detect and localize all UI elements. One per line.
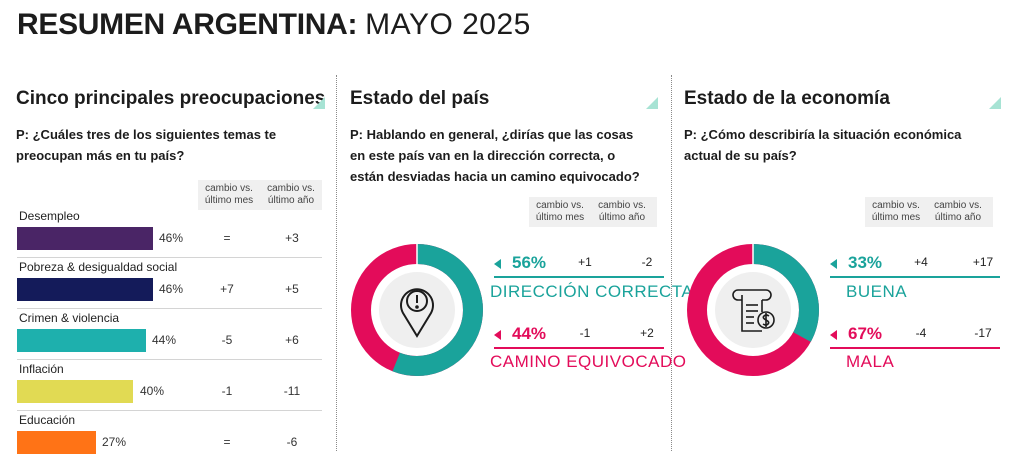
column-divider-1 — [336, 75, 337, 451]
result-value: 67% — [848, 324, 883, 343]
corner-triangle-icon — [989, 97, 1001, 109]
result-change-year: -17 — [974, 326, 992, 340]
concern-change-year: +5 — [285, 282, 299, 296]
result-underline — [494, 276, 664, 278]
change-year-header: cambio vs. último año — [267, 183, 315, 206]
concern-change-month: -1 — [221, 384, 233, 398]
concern-bar — [17, 329, 146, 352]
row-separator — [17, 410, 322, 411]
country-change-header: cambio vs. último mes cambio vs. último añ… — [529, 197, 657, 227]
change-month-header: cambio vs. último mes — [871, 200, 921, 223]
economy-title-text: Estado de la economía — [684, 88, 890, 109]
country-title-text: Estado del país — [350, 88, 490, 109]
pointer-triangle-icon — [494, 330, 501, 340]
concern-change-month: +7 — [220, 282, 234, 296]
concern-change-year: -6 — [286, 435, 298, 449]
concerns-question: P: ¿Cuáles tres de los siguientes temas … — [16, 127, 277, 163]
result-change-month: -4 — [915, 326, 927, 340]
concern-change-year: -11 — [283, 384, 301, 398]
corner-triangle-icon — [646, 97, 658, 109]
concern-pct: 27% — [102, 435, 127, 449]
concern-pct: 44% — [152, 333, 177, 347]
result-value: 44% — [512, 324, 547, 343]
concerns-title-text: Cinco principales preocupaciones — [16, 88, 326, 109]
concern-label: Crimen & violencia — [19, 311, 120, 325]
concern-change-year: +3 — [285, 231, 299, 245]
concern-bar — [17, 278, 153, 301]
page-title-main: RESUMEN ARGENTINA: — [17, 8, 358, 41]
economy-question: P: ¿Cómo describiría la situación económ… — [684, 127, 962, 163]
result-underline — [830, 347, 1000, 349]
country-result-label-correct: DIRECCIÓN CORRECTA — [490, 282, 694, 301]
map-pin-alert-icon — [400, 288, 434, 338]
page-title: RESUMEN ARGENTINA: MAYO 2025 — [17, 8, 531, 42]
corner-triangle-icon — [313, 97, 325, 109]
pointer-triangle-icon — [830, 259, 837, 269]
country-question: P: Hablando en general, ¿dirías que las … — [350, 127, 640, 184]
row-separator — [17, 308, 322, 309]
economy-panel: Estado de la economía P: ¿Cómo describir… — [684, 88, 1004, 166]
economy-donut-chart — [686, 243, 820, 377]
change-month-header: cambio vs. último mes — [535, 200, 585, 223]
country-donut-chart — [350, 243, 484, 377]
concern-row: Pobreza & desigualdad social 46% +7 +5 — [17, 260, 322, 311]
concerns-change-header: cambio vs. último mes cambio vs. último añ… — [198, 180, 322, 210]
country-title: Estado del país — [350, 88, 660, 110]
result-change-month: +4 — [914, 255, 928, 269]
concern-bar — [17, 227, 153, 250]
result-underline — [494, 347, 664, 349]
page-title-period: MAYO 2025 — [365, 8, 531, 41]
invoice-dollar-icon — [732, 289, 775, 332]
concern-change-year: +6 — [285, 333, 299, 347]
concern-pct: 46% — [159, 282, 184, 296]
change-year-header: cambio vs. último año — [598, 200, 646, 223]
column-divider-2 — [671, 75, 672, 451]
concern-change-month: -5 — [221, 333, 233, 347]
result-change-month: -1 — [579, 326, 591, 340]
concern-label: Inflación — [19, 362, 64, 376]
concern-label: Educación — [19, 413, 76, 427]
result-change-year: -2 — [641, 255, 653, 269]
concern-row: Inflación 40% -1 -11 — [17, 362, 322, 413]
pointer-triangle-icon — [494, 259, 501, 269]
concern-change-month: = — [223, 231, 231, 245]
concerns-panel: Cinco principales preocupaciones P: ¿Cuá… — [16, 88, 326, 166]
concern-bar — [17, 431, 96, 454]
concern-pct: 40% — [140, 384, 165, 398]
result-value: 56% — [512, 253, 547, 272]
row-separator — [17, 359, 322, 360]
concern-bar — [17, 380, 133, 403]
concern-row: Crimen & violencia 44% -5 +6 — [17, 311, 322, 362]
country-result-label-wrong: CAMINO EQUIVOCADO — [490, 352, 687, 371]
economy-result-label-good: BUENA — [846, 282, 908, 301]
result-value: 33% — [848, 253, 883, 272]
concern-label: Desempleo — [19, 209, 80, 223]
economy-title: Estado de la economía — [684, 88, 1004, 110]
row-separator — [17, 257, 322, 258]
concern-change-month: = — [223, 435, 231, 449]
country-panel: Estado del país P: Hablando en general, … — [350, 88, 660, 187]
economy-result-label-bad: MALA — [846, 352, 895, 371]
change-year-header: cambio vs. último año — [934, 200, 982, 223]
concerns-title: Cinco principales preocupaciones — [16, 88, 326, 110]
concern-label: Pobreza & desigualdad social — [19, 260, 178, 274]
result-change-month: +1 — [578, 255, 592, 269]
economy-change-header: cambio vs. último mes cambio vs. último añ… — [865, 197, 993, 227]
result-change-year: +2 — [640, 326, 654, 340]
pointer-triangle-icon — [830, 330, 837, 340]
result-change-year: +17 — [972, 255, 994, 269]
change-month-header: cambio vs. último mes — [204, 183, 254, 206]
concern-row: Desempleo 46% = +3 — [17, 209, 322, 260]
result-underline — [830, 276, 1000, 278]
concern-row: Educación 27% = -6 — [17, 413, 322, 464]
concern-pct: 46% — [159, 231, 184, 245]
